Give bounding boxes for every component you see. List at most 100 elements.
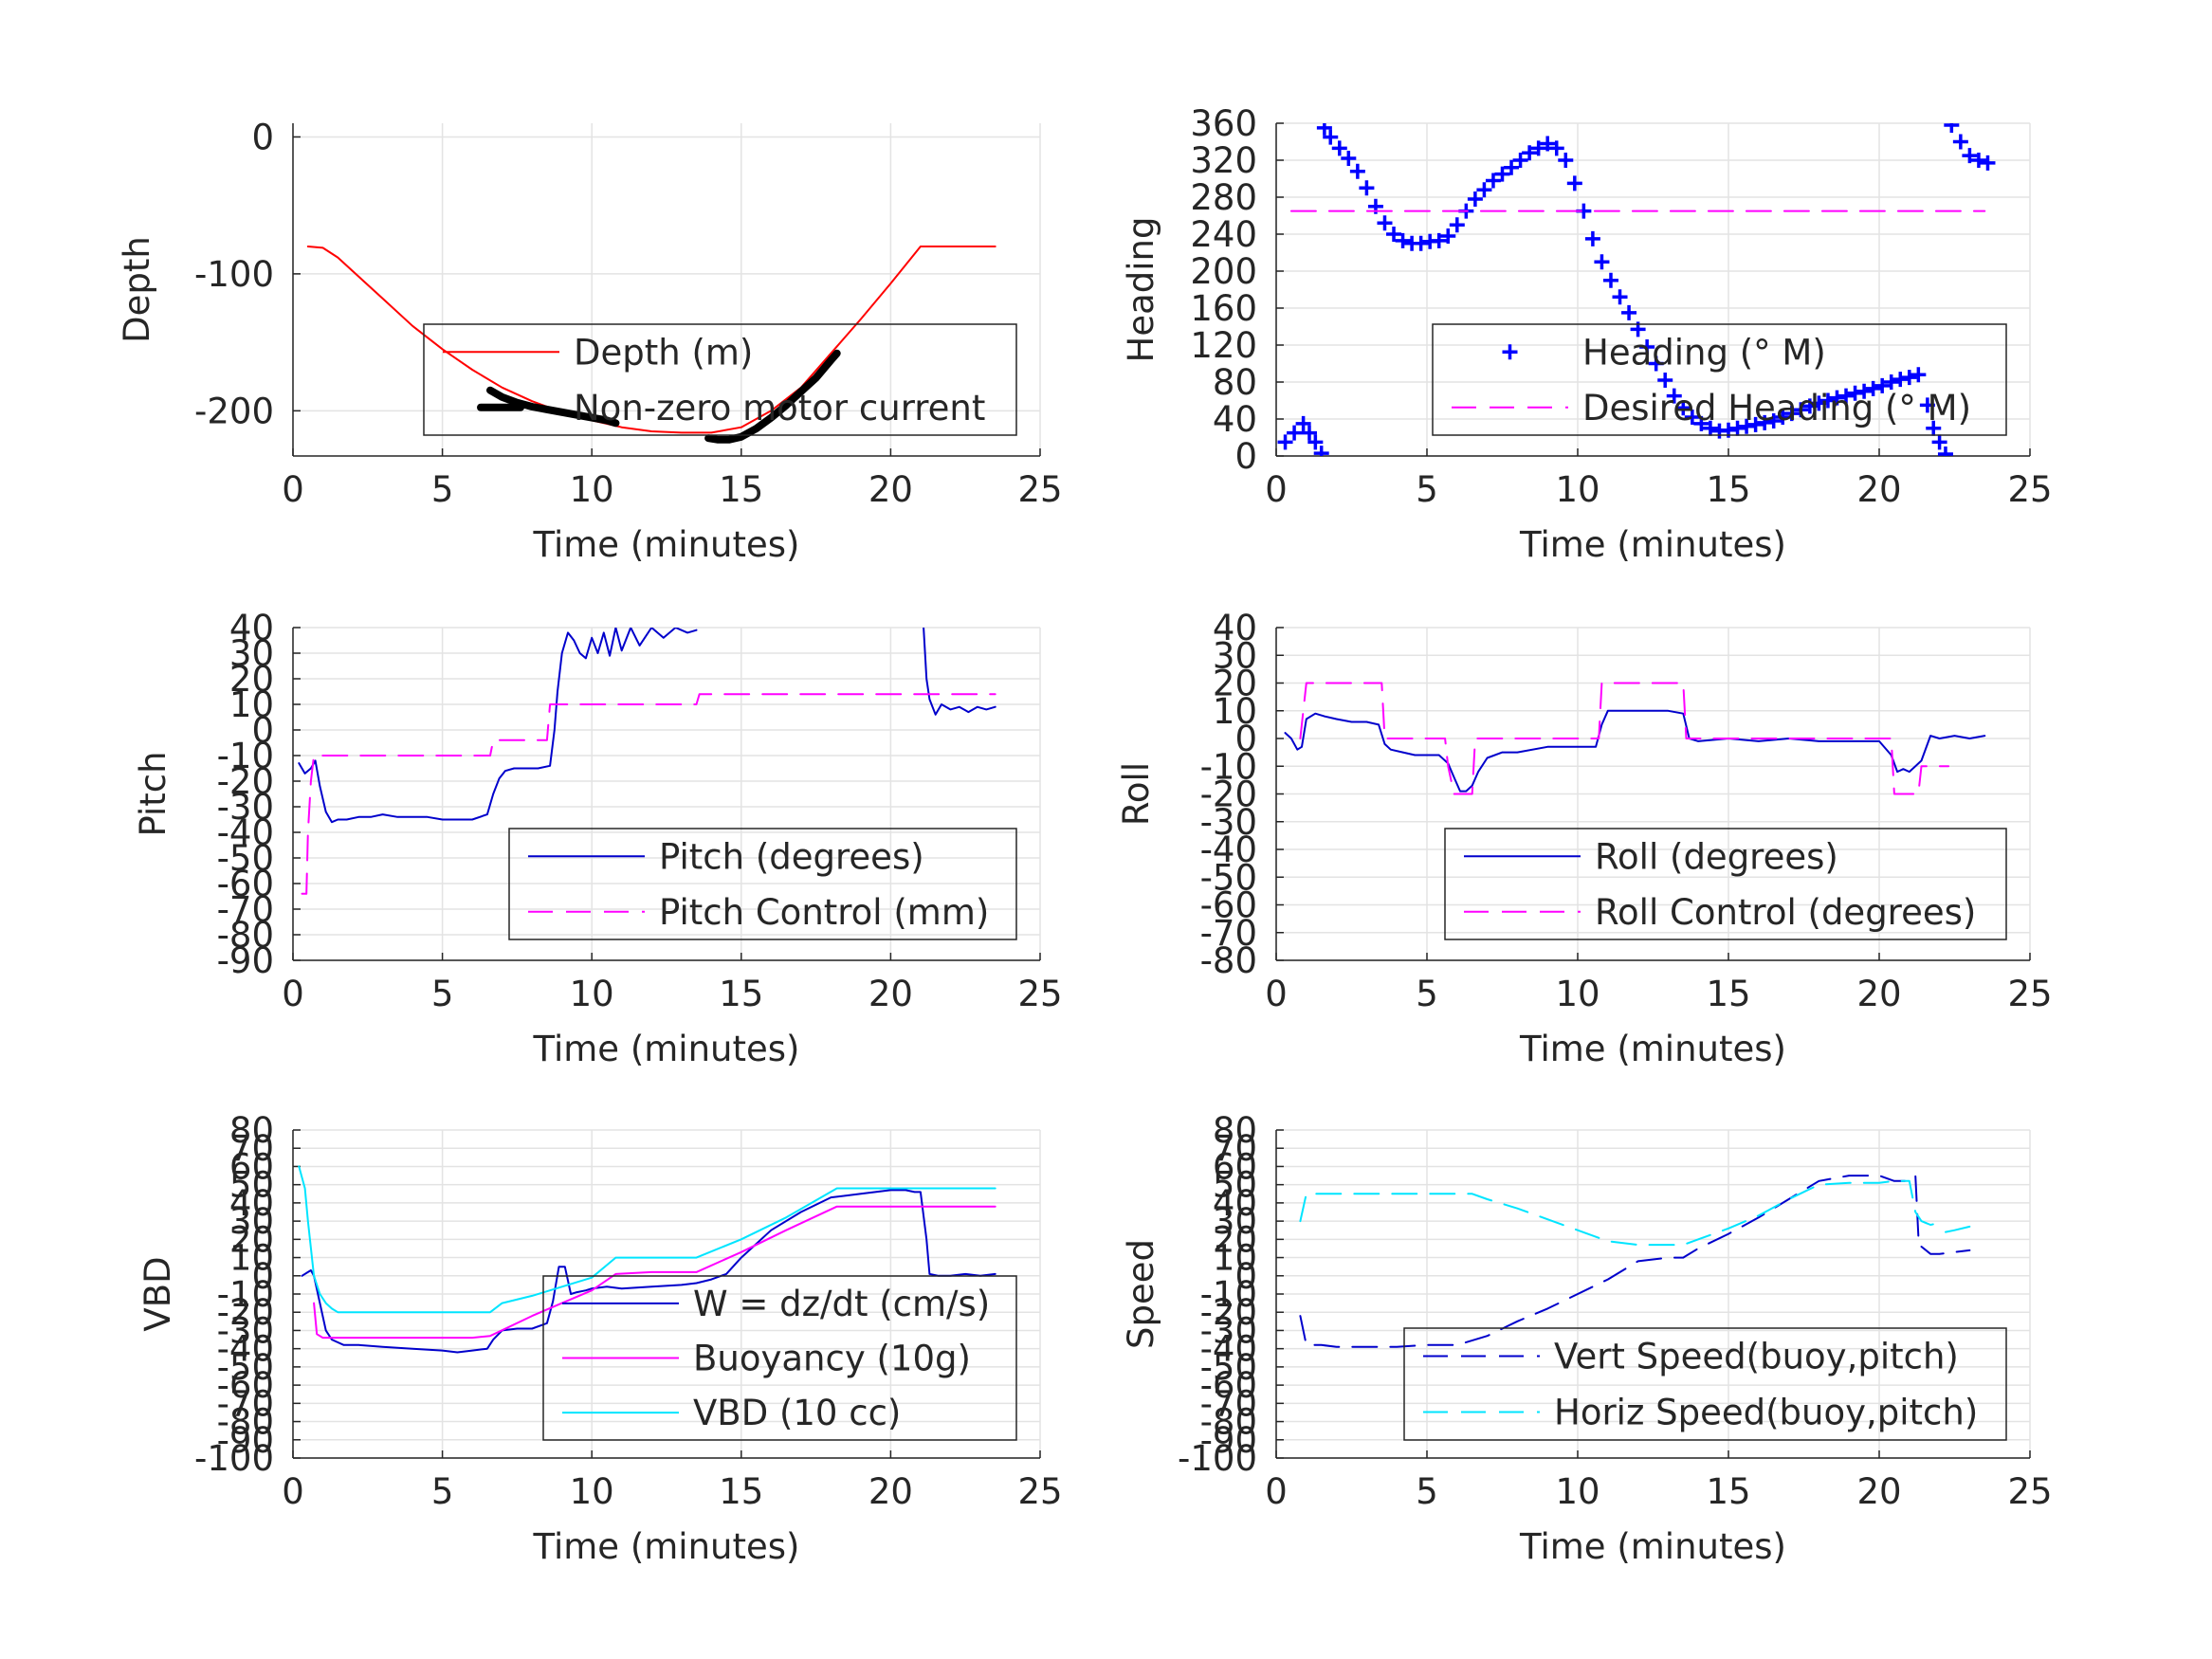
vbd-x-axis-label: Time (minutes): [533, 1526, 800, 1567]
heading-point: [1316, 123, 1332, 136]
roll-x-tick-label: 15: [1706, 974, 1750, 1014]
roll-y-tick-label: -40: [1200, 830, 1257, 870]
heading-legend-box: [1432, 323, 2007, 436]
pitch-y-tick-label: -10: [217, 736, 274, 776]
heading-point: [1757, 414, 1773, 430]
heading-point: [1449, 217, 1465, 233]
heading-point: [1765, 412, 1782, 428]
roll-x-tick-label: 0: [1265, 974, 1288, 1014]
depth-y-tick-label: 0: [251, 117, 274, 157]
depth-grid: [292, 123, 1041, 456]
pitch-x-tick-label: 15: [719, 974, 763, 1014]
heading-x-tick-label: 20: [1856, 469, 1901, 510]
speed-y-tick-label: -100: [1178, 1438, 1257, 1479]
speed-plot-area: [1299, 1175, 1971, 1348]
vbd-x-tick-label: 20: [868, 1471, 913, 1512]
pitch-y-tick-label: 40: [229, 608, 274, 648]
heading-point: [1819, 392, 1836, 409]
roll-x-tick-label: 10: [1555, 974, 1600, 1014]
roll-y-tick-label: 10: [1213, 691, 1257, 732]
roll-plot-area: [1284, 682, 1986, 795]
heading-point: [1540, 136, 1556, 152]
heading-point: [1566, 175, 1582, 191]
heading-point: [1504, 159, 1520, 175]
pitch-series-1-line: [301, 693, 996, 895]
roll-y-tick-label: 0: [1234, 719, 1257, 759]
speed-y-tick-label: 50: [1213, 1165, 1257, 1206]
vbd-y-axis-label: VBD: [137, 1256, 178, 1331]
roll-series-1-line: [1299, 682, 1950, 795]
heading-point: [1702, 420, 1718, 436]
roll-y-tick-label: 30: [1213, 635, 1257, 676]
vbd-y-tick-label: -10: [217, 1274, 274, 1315]
vbd-y-tick-label: 80: [229, 1110, 274, 1151]
speed-y-tick-label: -20: [1200, 1292, 1257, 1333]
depth-plot-area: [306, 246, 996, 444]
heading-point: [1793, 402, 1809, 418]
vbd-x-tick-label: 10: [570, 1471, 614, 1512]
heading-point: [1359, 180, 1375, 196]
heading-point: [1811, 395, 1827, 411]
roll-legend: Roll (degrees) Roll Control (degrees): [1444, 828, 2007, 940]
heading-point: [1931, 434, 1947, 450]
speed-x-tick-label: 25: [2007, 1471, 2052, 1512]
pitch-x-tick-label: 25: [1017, 974, 1062, 1014]
heading-point: [1838, 388, 1855, 404]
pitch-y-tick-label: 0: [251, 710, 274, 751]
heading-legend-label: Heading (° M): [1582, 332, 1826, 373]
speed-y-tick-label: 20: [1213, 1219, 1257, 1260]
depth-x-tick-label: 0: [282, 469, 304, 510]
vbd-y-tick-label: 60: [229, 1146, 274, 1187]
vbd-y-tick-label: -40: [217, 1329, 274, 1370]
heading-x-tick-label: 15: [1706, 469, 1750, 510]
heading-point: [1783, 406, 1800, 422]
depth-legend-box: [423, 323, 1017, 436]
pitch-series-0-line: [298, 628, 698, 824]
speed-y-tick-label: 40: [1213, 1183, 1257, 1224]
pitch-y-tick-label: -70: [217, 889, 274, 930]
heading-point: [1729, 420, 1746, 436]
heading-point: [1666, 388, 1682, 404]
heading-point: [1829, 390, 1845, 406]
heading-point: [1530, 140, 1546, 156]
pitch-y-tick-label: 20: [229, 659, 274, 700]
depth-x-tick-label: 5: [431, 469, 454, 510]
heading-point: [1522, 145, 1538, 161]
speed-x-tick-label: 5: [1416, 1471, 1438, 1512]
vbd-x-tick-label: 25: [1017, 1471, 1062, 1512]
vbd-y-tick-label: 10: [229, 1238, 274, 1279]
heading-point: [1295, 415, 1311, 431]
heading-point: [1901, 370, 1917, 386]
heading-point: [1440, 228, 1456, 244]
heading-point: [1386, 227, 1402, 242]
roll-x-tick-label: 5: [1416, 974, 1438, 1014]
roll-y-tick-label: -80: [1200, 940, 1257, 981]
heading-point: [1323, 129, 1339, 145]
heading-point: [1675, 400, 1691, 416]
heading-point: [1883, 374, 1899, 390]
roll-legend-box: [1444, 828, 2007, 940]
vbd-y-tick-label: -50: [217, 1347, 274, 1388]
vbd-y-tick-label: 40: [229, 1183, 274, 1224]
pitch-series-0-line: [923, 628, 996, 716]
heading-y-axis-label: Heading: [1121, 217, 1161, 363]
roll-y-tick-label: 20: [1213, 664, 1257, 704]
depth-legend-label: Depth (m): [574, 332, 753, 373]
pitch-plot-area: [298, 628, 996, 895]
depth-panel: 0 5 10 15 20 25 0 -100 -200 Time (minutes) Depth De…: [117, 117, 1063, 565]
heading-legend-swatch: [1502, 344, 1518, 360]
heading-point: [1602, 272, 1618, 288]
heading-point: [1377, 215, 1393, 231]
speed-y-tick-label: -10: [1200, 1274, 1257, 1315]
speed-y-tick-label: -70: [1200, 1383, 1257, 1424]
vbd-y-tick-label: -70: [217, 1383, 274, 1424]
roll-y-tick-label: -60: [1200, 885, 1257, 926]
heading-x-tick-label: 5: [1416, 469, 1438, 510]
roll-y-tick-label: -50: [1200, 857, 1257, 898]
heading-y-tick-label: 40: [1213, 399, 1257, 440]
pitch-x-tick-label: 20: [868, 974, 913, 1014]
heading-y-tick-label: 120: [1190, 325, 1257, 366]
depth-series-1-line: [704, 349, 841, 444]
